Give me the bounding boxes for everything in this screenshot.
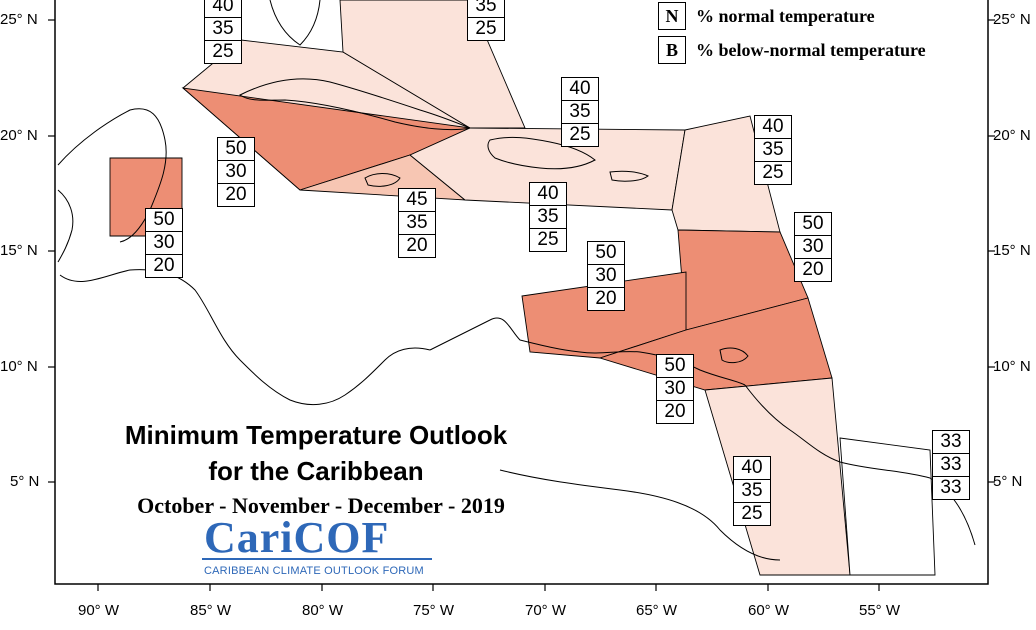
prob-box-cayman-cuba: 50 30 20 (217, 137, 255, 207)
prob-below: 25 (741, 503, 763, 524)
prob-normal: 35 (562, 101, 598, 124)
prob-above: 45 (399, 189, 435, 212)
prob-box-windward: 50 30 20 (794, 212, 832, 282)
lat-label-5: 5° N (10, 473, 40, 490)
caricof-tagline: CARIBBEAN CLIMATE OUTLOOK FORUM (204, 565, 424, 577)
lon-label-90: 90° W (78, 602, 120, 619)
prob-normal: 35 (734, 480, 770, 503)
prob-above: 50 (795, 213, 831, 236)
lat-label-10-right: 10° N (993, 358, 1031, 375)
prob-below: 20 (664, 401, 686, 422)
prob-below: 25 (569, 124, 591, 145)
lon-label-80: 80° W (302, 602, 344, 619)
prob-box-jamaica: 45 35 20 (398, 188, 436, 258)
prob-box-guyana: 40 35 25 (733, 456, 771, 526)
lat-label-10: 10° N (0, 358, 38, 375)
prob-box-trinidad: 50 30 20 (656, 354, 694, 424)
prob-normal: 35 (399, 212, 435, 235)
logo-divider (202, 558, 432, 560)
prob-normal: 35 (530, 206, 566, 229)
prob-above: 40 (205, 0, 241, 18)
legend-key-below: B (658, 36, 686, 64)
prob-below: 33 (940, 477, 962, 498)
prob-box-puerto-rico-north: 40 35 25 (561, 77, 599, 147)
legend-label-normal: % normal temperature (696, 6, 875, 26)
lon-label-75: 75° W (413, 602, 455, 619)
prob-box-bahamas-east: 35 25 (467, 0, 505, 41)
prob-normal: 30 (146, 232, 182, 255)
legend-label-below: % below-normal temperature (696, 40, 926, 60)
prob-normal: 35 (755, 139, 791, 162)
map-subtitle: October - November - December - 2019 (137, 493, 505, 518)
lat-label-15: 15° N (0, 242, 38, 259)
region-guyana (704, 377, 851, 576)
prob-below: 25 (762, 162, 784, 183)
prob-normal: 35 (468, 0, 504, 18)
prob-below: 20 (595, 288, 617, 309)
lat-label-25-right: 25° N (993, 11, 1031, 28)
lat-label-25: 25° N (0, 11, 38, 28)
prob-box-leeward-north: 40 35 25 (754, 115, 792, 185)
lon-label-70: 70° W (525, 602, 567, 619)
axis-ticks (48, 19, 995, 591)
map-frame (54, 0, 989, 585)
prob-above: 40 (530, 183, 566, 206)
prob-normal: 30 (588, 265, 624, 288)
lon-label-85: 85° W (190, 602, 232, 619)
lat-label-20-right: 20° N (993, 127, 1031, 144)
lat-label-15-right: 15° N (993, 242, 1031, 259)
prob-box-hispaniola: 40 35 25 (529, 182, 567, 252)
prob-box-belize: 50 30 20 (145, 208, 183, 278)
prob-below: 20 (153, 255, 175, 276)
prob-normal: 30 (795, 236, 831, 259)
lon-label-55: 55° W (859, 602, 901, 619)
lon-label-60: 60° W (748, 602, 790, 619)
prob-below: 20 (406, 235, 428, 256)
legend-below: B % below-normal temperature (658, 36, 926, 64)
lat-label-5-right: 5° N (993, 473, 1023, 490)
map-title-line2: for the Caribbean (208, 456, 424, 486)
region-french-guiana (839, 437, 936, 576)
lon-label-65: 65° W (636, 602, 678, 619)
prob-below: 20 (802, 259, 824, 280)
prob-above: 50 (218, 138, 254, 161)
prob-below: 20 (225, 184, 247, 205)
prob-below: 25 (475, 18, 497, 39)
caricof-logo: CariCOF (204, 513, 390, 562)
coastlines (57, 0, 976, 561)
legend-key-normal: N (658, 2, 686, 30)
prob-box-french-guiana: 33 33 33 (932, 430, 970, 500)
prob-normal: 30 (218, 161, 254, 184)
outlook-regions (109, 0, 936, 576)
prob-above: 50 (146, 209, 182, 232)
prob-above: 33 (933, 431, 969, 454)
prob-box-abc-islands: 50 30 20 (587, 241, 625, 311)
prob-normal: 35 (205, 18, 241, 41)
prob-below: 25 (537, 229, 559, 250)
prob-normal: 33 (933, 454, 969, 477)
prob-above: 50 (657, 355, 693, 378)
prob-normal: 30 (657, 378, 693, 401)
prob-below: 25 (212, 41, 234, 62)
prob-above: 40 (734, 457, 770, 480)
prob-above: 50 (588, 242, 624, 265)
map-title-line1: Minimum Temperature Outlook (124, 420, 508, 450)
prob-box-bahamas-west: 40 35 25 (204, 0, 242, 64)
lat-label-20: 20° N (0, 127, 38, 144)
legend-normal: N % normal temperature (658, 2, 875, 30)
prob-above: 40 (755, 116, 791, 139)
prob-above: 40 (562, 78, 598, 101)
